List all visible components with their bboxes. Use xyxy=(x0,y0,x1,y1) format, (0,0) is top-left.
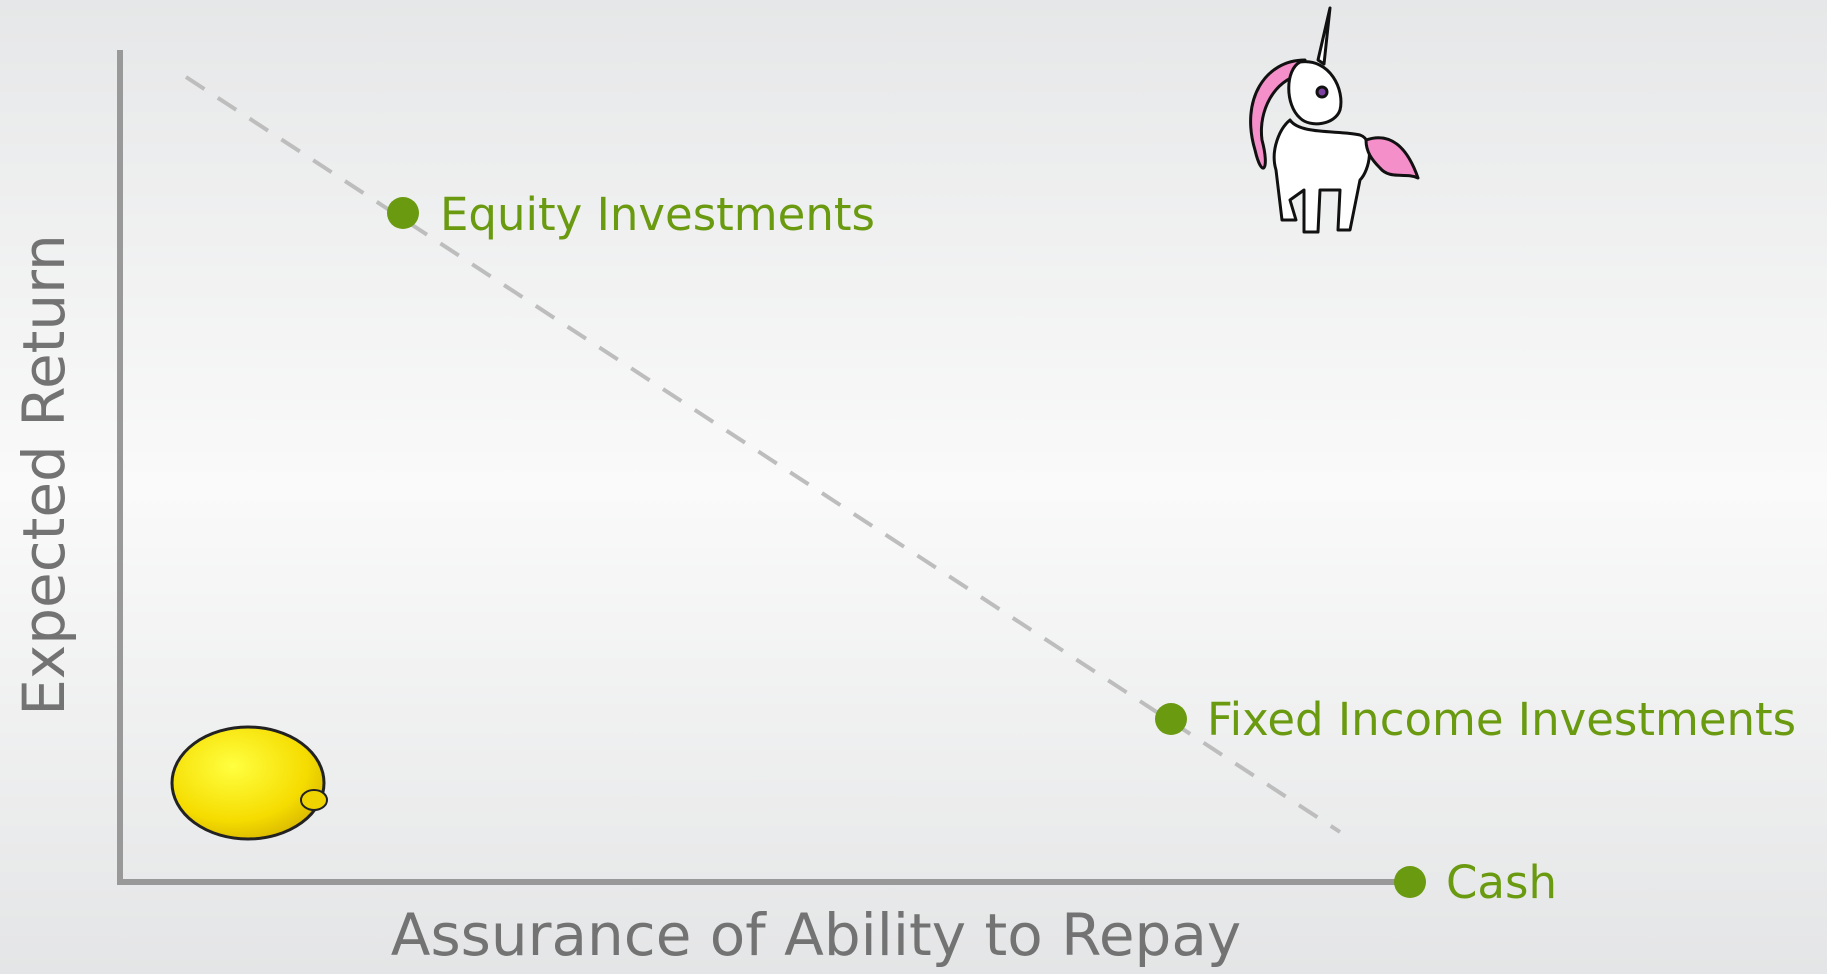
node-label: Cash xyxy=(1446,856,1557,909)
y-axis-label: Expected Return xyxy=(10,234,78,716)
node-dot xyxy=(1394,866,1426,898)
node-dot xyxy=(387,197,419,229)
lemon-icon xyxy=(172,727,327,839)
node-label: Equity Investments xyxy=(440,188,875,241)
node-dot xyxy=(1155,703,1187,735)
node-label: Fixed Income Investments xyxy=(1207,693,1796,746)
slide: Expected Return Assurance of Ability to … xyxy=(0,0,1827,974)
x-axis-label: Assurance of Ability to Repay xyxy=(391,901,1241,969)
